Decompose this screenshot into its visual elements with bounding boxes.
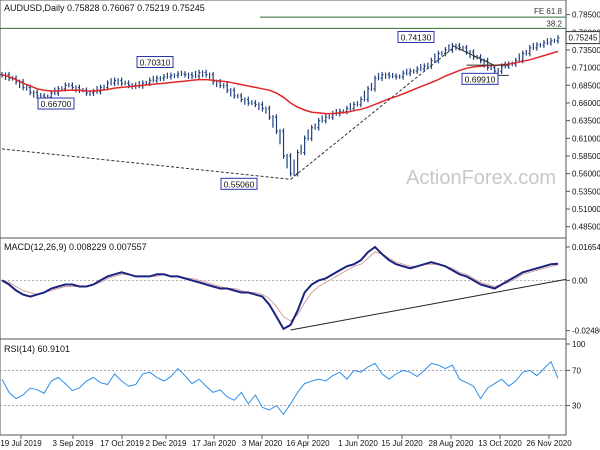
price-axis-label: 0.61000 <box>572 134 600 143</box>
price-annotation-label: 0.55060 <box>224 179 255 189</box>
x-axis-label: 19 Jul 2019 <box>0 439 42 448</box>
price-axis-label: 0.58500 <box>572 152 600 161</box>
macd-trendline <box>290 278 567 331</box>
price-axis-label: 0.73500 <box>572 46 600 55</box>
rsi-axis-label: 100 <box>572 340 586 349</box>
price-annotation-label: 0.74130 <box>401 32 432 42</box>
fib-382-label: 38.2 <box>546 19 562 28</box>
macd-panel-frame <box>0 237 567 340</box>
price-panel-frame <box>0 0 567 239</box>
rsi-panel-frame <box>0 338 567 436</box>
rsi-layer <box>0 360 566 416</box>
price-axis-label: 0.66000 <box>572 99 600 108</box>
x-axis-label: 15 Jul 2020 <box>381 439 423 448</box>
x-axis-label: 26 Nov 2020 <box>526 439 572 448</box>
price-annotation-label: 0.70310 <box>140 57 171 67</box>
price-axis-label: 0.56000 <box>572 170 600 179</box>
moving-average-line <box>1 50 559 115</box>
long-trendline <box>1 148 291 180</box>
price-annotation-box <box>220 177 258 190</box>
triangle-upper-line <box>452 45 495 66</box>
macd-layer <box>0 245 567 331</box>
x-axis-label: 2 Dec 2019 <box>146 439 187 448</box>
price-axis-label: 0.71000 <box>572 64 600 73</box>
x-axis-label: 3 Sep 2019 <box>53 439 94 448</box>
rsi-axis-label: 30 <box>572 402 581 411</box>
price-axis-label: 0.63500 <box>572 117 600 126</box>
macd-panel-title: MACD(12,26,9) 0.008229 0.007557 <box>4 242 147 252</box>
price-panel-title: AUDUSD,Daily 0.75828 0.76067 0.75219 0.7… <box>4 3 205 13</box>
price-annotation-label: 0.69910 <box>465 74 496 84</box>
price-axis-label: 0.48500 <box>572 223 600 232</box>
macd-axis-label: 0.00 <box>572 276 588 285</box>
x-axis-label: 13 Oct 2020 <box>478 439 522 448</box>
x-axis-label: 1 Jun 2020 <box>338 439 378 448</box>
price-layer: FE 61.8 38.2 0.74130 0.70310 0.66700 0.69910 0… <box>0 7 566 190</box>
price-annotation-box <box>397 30 435 43</box>
price-annotation-box <box>461 72 499 85</box>
x-axis-label: 3 Mar 2020 <box>242 439 283 448</box>
last-price-tag <box>565 31 600 45</box>
price-axis-label: 0.68500 <box>572 81 600 90</box>
x-axis-label: 17 Oct 2019 <box>100 439 144 448</box>
price-axis-label: 0.78500 <box>572 11 600 20</box>
macd-axis-label: 0.01654 <box>572 243 600 252</box>
x-axis-label: 17 Jan 2020 <box>192 439 237 448</box>
macd-line <box>1 245 559 331</box>
price-axis-label: 0.53500 <box>572 187 600 196</box>
price-annotation-box <box>37 97 75 110</box>
rsi-axis-label: 70 <box>572 366 581 375</box>
x-axis-label: 16 Apr 2020 <box>286 439 330 448</box>
price-annotation-box <box>136 55 174 68</box>
axis-layer: 0.785000.760000.735000.710000.685000.660… <box>0 11 600 448</box>
rsi-line <box>1 360 559 416</box>
price-axis-label: 0.51000 <box>572 205 600 214</box>
rsi-panel-title: RSI(14) 60.9101 <box>4 344 70 354</box>
macd-axis-label: -0.02486 <box>572 327 600 336</box>
fe-618-label: FE 61.8 <box>534 7 563 16</box>
x-axis-label: 28 Aug 2020 <box>429 439 474 448</box>
last-price-label: 0.75245 <box>569 34 598 43</box>
watermark: ActionForex.com <box>406 167 556 189</box>
price-annotation-label: 0.66700 <box>41 99 72 109</box>
